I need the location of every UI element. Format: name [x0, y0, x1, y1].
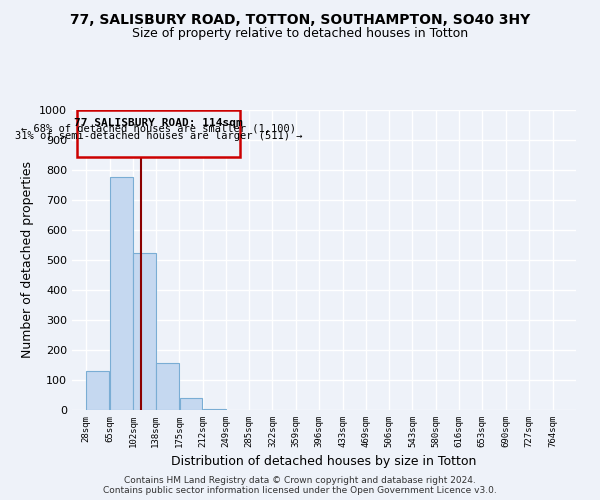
Bar [203, 408, 226, 410]
Text: Size of property relative to detached houses in Totton: Size of property relative to detached ho… [132, 28, 468, 40]
Bar [77, 110, 240, 156]
Text: ← 68% of detached houses are smaller (1,100): ← 68% of detached houses are smaller (1,… [21, 124, 296, 134]
Bar [110, 176, 133, 410]
Text: Contains public sector information licensed under the Open Government Licence v3: Contains public sector information licen… [103, 486, 497, 495]
X-axis label: Distribution of detached houses by size in Totton: Distribution of detached houses by size … [172, 456, 476, 468]
Text: 77, SALISBURY ROAD, TOTTON, SOUTHAMPTON, SO40 3HY: 77, SALISBURY ROAD, TOTTON, SOUTHAMPTON,… [70, 12, 530, 26]
Text: 77 SALISBURY ROAD: 114sqm: 77 SALISBURY ROAD: 114sqm [74, 118, 243, 128]
Bar [133, 252, 156, 410]
Y-axis label: Number of detached properties: Number of detached properties [20, 162, 34, 358]
Text: Contains HM Land Registry data © Crown copyright and database right 2024.: Contains HM Land Registry data © Crown c… [124, 476, 476, 485]
Bar [179, 398, 202, 410]
Text: 31% of semi-detached houses are larger (511) →: 31% of semi-detached houses are larger (… [15, 131, 302, 141]
Bar [156, 363, 179, 410]
Bar [86, 370, 109, 410]
